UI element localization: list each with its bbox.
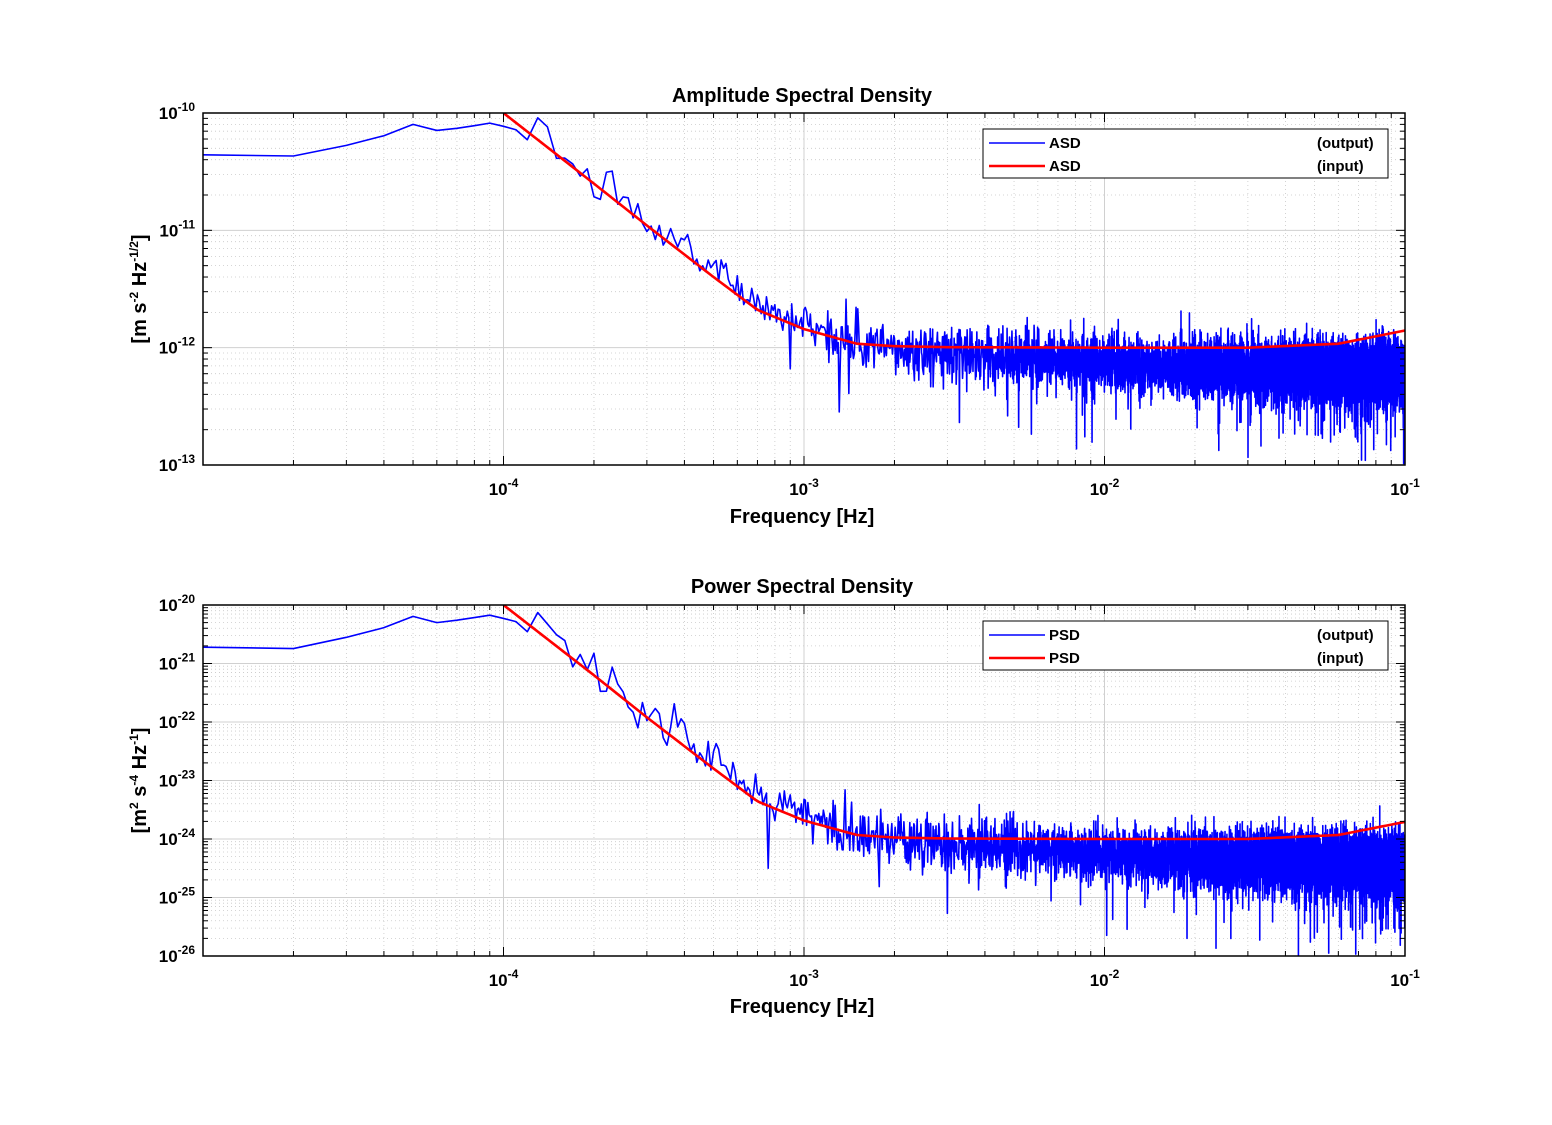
- asd-legend-label-output: ASD: [1049, 135, 1081, 152]
- asd-series-output-line: [203, 117, 1405, 465]
- psd-y-tick-label: 10-25: [159, 885, 196, 908]
- psd-x-tick-label: 10-4: [489, 967, 519, 990]
- asd-x-tick-exponent: -1: [1409, 476, 1420, 490]
- asd-y-tick-label: 10-11: [159, 217, 195, 240]
- psd-y-axis-label-part: -4: [127, 775, 141, 786]
- psd-y-tick-base: 10: [159, 713, 178, 732]
- asd-x-tick-label: 10-4: [489, 476, 519, 499]
- asd-y-tick-exponent: -12: [178, 335, 196, 349]
- psd-series-group: [203, 605, 1405, 956]
- asd-legend: ASD (output) ASD (input): [982, 128, 1389, 179]
- asd-y-axis-label-part: -1/2: [127, 241, 141, 262]
- psd-y-tick-exponent: -24: [178, 826, 196, 840]
- psd-legend-qualifier-input: (input): [1317, 650, 1364, 667]
- psd-series-input-line: [502, 605, 1405, 841]
- asd-y-tick-label: 10-13: [159, 452, 196, 475]
- asd-legend-qualifier-input: (input): [1317, 158, 1364, 175]
- psd-y-tick-base: 10: [159, 655, 178, 674]
- psd-x-tick-exponent: -2: [1109, 967, 1120, 981]
- asd-y-axis-label-part: ]: [129, 234, 151, 241]
- asd-chart-title: Amplitude Spectral Density: [672, 85, 933, 107]
- psd-x-tick-label: 10-3: [789, 967, 819, 990]
- asd-x-tick-label: 10-2: [1090, 476, 1120, 499]
- psd-y-tick-base: 10: [159, 947, 178, 966]
- psd-x-tick-base: 10: [489, 971, 508, 990]
- asd-x-axis-label: Frequency [Hz]: [730, 506, 874, 528]
- asd-x-tick-base: 10: [489, 480, 508, 499]
- psd-y-tick-base: 10: [159, 596, 178, 615]
- psd-y-tick-exponent: -26: [178, 943, 196, 957]
- asd-series-group: [203, 113, 1405, 465]
- asd-y-tick-exponent: -10: [178, 100, 196, 114]
- asd-y-axis-label-part: -2: [127, 291, 141, 302]
- asd-x-tick-exponent: -4: [508, 476, 519, 490]
- psd-x-tick-label: 10-1: [1390, 967, 1420, 990]
- asd-x-tick-exponent: -3: [808, 476, 819, 490]
- psd-panel: Power Spectral Density Frequency [Hz] 10…: [127, 576, 1420, 1018]
- psd-x-tick-exponent: -1: [1409, 967, 1420, 981]
- asd-x-tick-base: 10: [789, 480, 808, 499]
- psd-y-tick-exponent: -21: [178, 651, 196, 665]
- psd-y-tick-base: 10: [159, 889, 178, 908]
- asd-grid: [202, 113, 1405, 466]
- psd-y-axis-label-part: Hz: [129, 745, 151, 775]
- psd-y-tick-base: 10: [159, 830, 178, 849]
- asd-tick-marks: [202, 113, 1405, 466]
- psd-y-axis-label-part: [m: [129, 809, 151, 833]
- asd-y-tick-base: 10: [159, 221, 178, 240]
- asd-x-tick-base: 10: [1090, 480, 1109, 499]
- psd-chart-title: Power Spectral Density: [691, 576, 914, 598]
- psd-series-output-line: [203, 611, 1405, 956]
- psd-y-tick-label: 10-24: [159, 826, 196, 849]
- psd-y-tick-label: 10-22: [159, 709, 196, 732]
- psd-y-tick-label: 10-26: [159, 943, 196, 966]
- psd-x-tick-exponent: -4: [508, 967, 519, 981]
- psd-x-tick-base: 10: [1390, 971, 1409, 990]
- psd-x-tick-exponent: -3: [808, 967, 819, 981]
- asd-y-axis-label: [m s-2 Hz-1/2]: [127, 234, 151, 343]
- psd-x-axis-label: Frequency [Hz]: [730, 996, 874, 1018]
- psd-y-axis-label-part: s: [129, 786, 151, 803]
- asd-y-tick-exponent: -11: [178, 217, 195, 231]
- psd-y-tick-exponent: -23: [178, 768, 196, 782]
- asd-x-tick-label: 10-3: [789, 476, 819, 499]
- psd-y-axis-label: [m2 s-4 Hz-1]: [127, 728, 151, 834]
- asd-legend-box: [982, 128, 1389, 179]
- psd-y-axis-label-part: -1: [127, 734, 141, 745]
- psd-y-tick-label: 10-20: [159, 592, 196, 615]
- psd-x-tick-base: 10: [789, 971, 808, 990]
- asd-y-tick-label: 10-12: [159, 335, 196, 358]
- asd-x-tick-exponent: -2: [1109, 476, 1120, 490]
- psd-y-tick-exponent: -22: [178, 709, 196, 723]
- psd-y-tick-exponent: -25: [178, 885, 196, 899]
- asd-y-tick-base: 10: [159, 339, 178, 358]
- asd-y-tick-base: 10: [159, 456, 178, 475]
- psd-y-tick-exponent: -20: [178, 592, 196, 606]
- asd-panel: Amplitude Spectral Density Frequency [Hz…: [127, 85, 1420, 528]
- psd-tick-marks: [202, 605, 1405, 957]
- psd-y-tick-base: 10: [159, 772, 178, 791]
- psd-y-axis-label-part: 2: [127, 802, 141, 809]
- asd-y-tick-exponent: -13: [178, 452, 196, 466]
- asd-legend-qualifier-output: (output): [1317, 135, 1374, 152]
- asd-x-tick-label: 10-1: [1390, 476, 1420, 499]
- psd-legend-label-output: PSD: [1049, 627, 1080, 644]
- asd-y-tick-base: 10: [159, 104, 178, 123]
- psd-legend-qualifier-output: (output): [1317, 627, 1374, 644]
- psd-legend-label-input: PSD: [1049, 650, 1080, 667]
- psd-x-tick-base: 10: [1090, 971, 1109, 990]
- asd-y-tick-label: 10-10: [159, 100, 196, 123]
- psd-legend-box: [982, 620, 1389, 671]
- psd-y-tick-label: 10-21: [159, 651, 196, 674]
- asd-y-axis-label-part: [m s: [129, 302, 151, 343]
- asd-legend-label-input: ASD: [1049, 158, 1081, 175]
- psd-legend: PSD (output) PSD (input): [982, 620, 1389, 671]
- asd-y-axis-label-part: Hz: [129, 262, 151, 292]
- psd-x-tick-label: 10-2: [1090, 967, 1120, 990]
- asd-series-input-line: [502, 113, 1405, 349]
- psd-y-axis-label-part: ]: [129, 728, 151, 735]
- asd-x-tick-base: 10: [1390, 480, 1409, 499]
- psd-y-tick-label: 10-23: [159, 768, 196, 791]
